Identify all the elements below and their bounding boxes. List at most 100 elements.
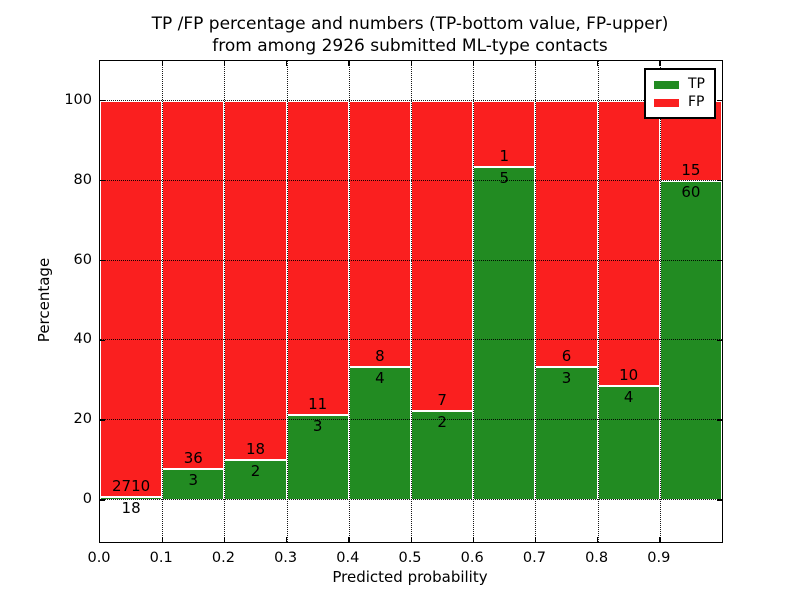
fp-bar-segment [473,100,536,168]
y-tick-right [717,499,722,501]
fp-bar-segment [535,100,598,368]
x-tick-label: 0.0 [87,550,111,566]
y-tick-label: 40 [73,331,92,348]
chart-title-line1: TP /FP percentage and numbers (TP-bottom… [151,14,669,34]
x-tick-top [161,61,164,66]
fp-bar-segment [162,100,225,470]
y-tick-right [717,100,722,102]
x-tick-bottom [348,537,350,542]
fp-count-label: 36 [183,449,203,468]
tp-count-label: 2 [250,462,261,481]
tp-bar-segment [348,367,411,501]
tp-count-label: 18 [121,499,141,518]
x-tick-top [223,61,226,66]
y-tick-label: 0 [82,491,92,508]
x-tick-label: 0.3 [274,550,298,566]
x-tick-label: 0.4 [336,550,360,566]
x-tick-bottom [286,537,288,542]
x-tick-label: 0.9 [647,550,671,566]
tp-count-label: 4 [375,369,385,388]
legend: TP FP [644,68,716,119]
x-tick-label: 0.2 [211,550,235,566]
plot-area: TP FP 2710 18 36 3 18 2 11 3 8 4 7 2 1 5 6 3 10 4 15 60 [99,60,723,543]
x-tick-label: 0.6 [460,550,484,566]
x-gridline [348,61,350,542]
x-gridline [659,61,661,542]
x-axis-label: Predicted probability [332,568,488,586]
fp-bar-segment [597,100,660,387]
x-gridline [535,61,537,542]
y-tick-right [717,339,722,341]
fp-count-label: 2710 [112,477,151,496]
x-gridline [286,61,288,542]
y-tick-right [717,259,722,262]
tp-bar-segment [535,367,598,501]
tp-count-label: 3 [561,369,572,388]
x-tick-label: 0.8 [585,550,609,566]
legend-label-fp: FP [688,94,705,110]
fp-bar-segment [286,100,349,415]
y-tick-label: 20 [73,411,92,428]
tp-count-label: 3 [312,416,323,435]
y-tick-left [100,259,105,262]
x-gridline [411,61,412,542]
y-tick-left [100,339,105,341]
x-gridline [473,61,475,542]
tp-bar-segment [473,167,536,501]
x-tick-bottom [597,537,599,542]
fp-count-label: 7 [437,391,447,410]
x-tick-bottom [161,537,164,542]
x-tick-top [597,61,599,66]
fp-count-label: 1 [499,147,510,166]
legend-label-tp: TP [688,76,705,92]
fp-count-label: 11 [308,394,328,413]
x-tick-top [659,61,661,66]
tp-count-label: 5 [499,169,510,188]
fp-count-label: 8 [375,347,385,366]
x-gridline [597,61,599,542]
tp-count-label: 60 [681,182,701,201]
tp-bar-segment [659,180,722,501]
y-tick-left [100,499,105,501]
fp-color-swatch [654,98,679,107]
tp-color-swatch [654,80,679,89]
chart-title-line2: from among 2926 submitted ML-type contac… [212,36,608,56]
tp-bar-segment [597,386,660,501]
x-tick-label: 0.7 [522,550,546,566]
legend-entry-tp: TP [654,76,705,93]
fp-count-label: 15 [681,160,701,179]
y-tick-left [100,100,105,102]
tp-count-label: 2 [437,413,447,432]
fp-bar-segment [100,100,163,498]
fp-bar-segment [411,100,474,412]
x-tick-label: 0.1 [149,550,173,566]
tp-bar-segment [286,414,349,501]
x-tick-bottom [223,537,226,542]
fp-count-label: 18 [245,440,266,459]
y-tick-right [717,419,722,421]
x-tick-top [534,61,537,66]
y-tick-label: 100 [64,91,92,108]
y-tick-left [100,419,105,421]
y-tick-right [717,179,722,182]
x-tick-label: 0.5 [398,550,422,566]
fp-bar-segment [224,100,287,461]
x-tick-bottom [410,537,412,542]
x-tick-top [286,61,288,66]
tp-count-label: 3 [188,471,199,490]
x-tick-top [472,61,475,66]
fp-bar-segment [348,100,411,368]
x-tick-top [348,61,350,66]
y-tick-label: 60 [73,251,92,268]
fp-count-label: 6 [561,347,572,366]
legend-entry-fp: FP [654,94,705,111]
fp-count-label: 10 [619,366,639,385]
x-tick-bottom [534,537,537,542]
x-gridline [224,61,226,542]
y-tick-label: 80 [73,171,92,188]
x-tick-bottom [659,537,661,542]
chart-title: TP /FP percentage and numbers (TP-bottom… [99,13,721,57]
x-tick-top [410,61,412,66]
tp-count-label: 4 [623,388,634,407]
